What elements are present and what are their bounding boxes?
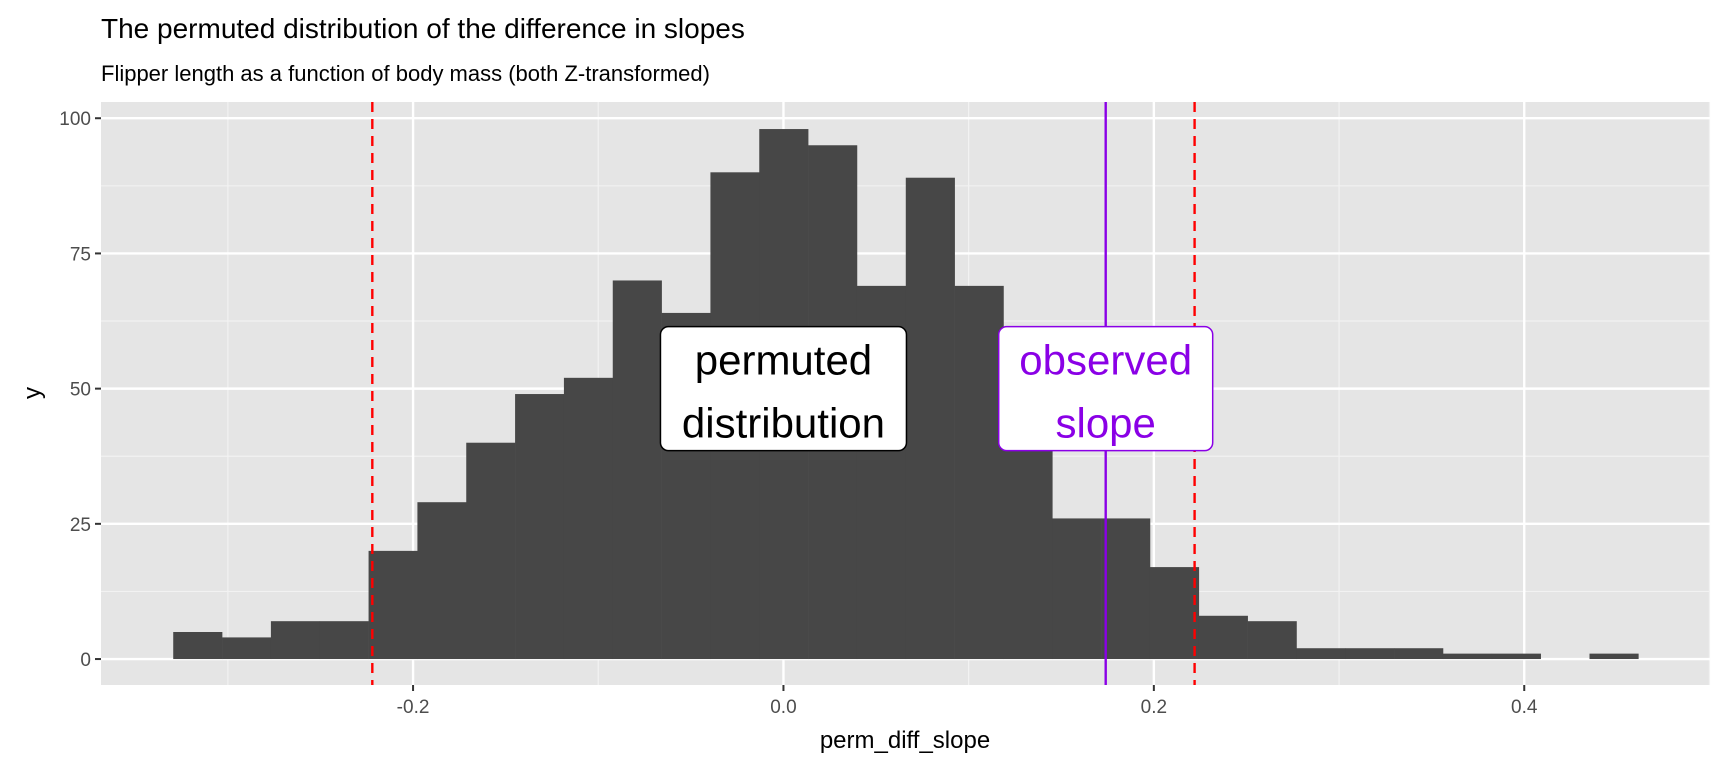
y-tick-label: 0 [80, 650, 91, 671]
histogram-bar [1491, 653, 1541, 660]
histogram-bar [1296, 648, 1346, 660]
histogram-bar [563, 377, 614, 660]
chart-subtitle: Flipper length as a function of body mas… [101, 61, 710, 86]
x-tick-label: 0.0 [770, 697, 796, 718]
histogram-bar [417, 502, 467, 660]
histogram-bar [1052, 518, 1102, 660]
permuted-label-text: distribution [682, 400, 885, 447]
histogram-bar [270, 621, 321, 660]
histogram-bar [1101, 518, 1151, 660]
histogram-bar [1247, 621, 1297, 660]
y-axis-label: y [19, 387, 46, 399]
x-axis-label: perm_diff_slope [820, 727, 990, 754]
observed-label-text: slope [1055, 400, 1155, 447]
permuted-label-box [659, 325, 908, 452]
histogram-bar [173, 632, 223, 660]
histogram-bar [368, 550, 418, 660]
x-tick-label: -0.2 [397, 697, 430, 718]
histogram-bar [612, 280, 662, 660]
histogram-bar [466, 442, 516, 660]
histogram-bar [1442, 653, 1493, 660]
histogram-bar [1198, 615, 1248, 660]
histogram-bar [1589, 653, 1639, 660]
histogram-bar [222, 637, 272, 660]
annotation-labels: permuted distribution observed slope [659, 325, 1214, 452]
y-tick-label: 50 [70, 380, 91, 401]
permuted-label-text: permuted [695, 337, 872, 384]
histogram-bar [319, 621, 369, 660]
x-tick-label: 0.2 [1141, 697, 1167, 718]
y-tick-label: 100 [59, 109, 91, 130]
x-tick-label: 0.4 [1511, 697, 1538, 718]
observed-label-text: observed [1019, 337, 1192, 384]
histogram-bar [905, 177, 955, 660]
histogram-bar [1345, 648, 1395, 660]
observed-label-box [997, 325, 1214, 452]
y-tick-label: 75 [70, 244, 91, 265]
chart-title: The permuted distribution of the differe… [101, 13, 745, 44]
histogram-bar [1149, 567, 1200, 660]
histogram-bar [954, 285, 1004, 660]
histogram-bar [1394, 648, 1444, 660]
histogram-bar [515, 394, 565, 660]
axes: -0.2 0.0 0.2 0.4 0 25 50 75 100 [59, 109, 1538, 718]
y-tick-label: 25 [70, 515, 91, 536]
